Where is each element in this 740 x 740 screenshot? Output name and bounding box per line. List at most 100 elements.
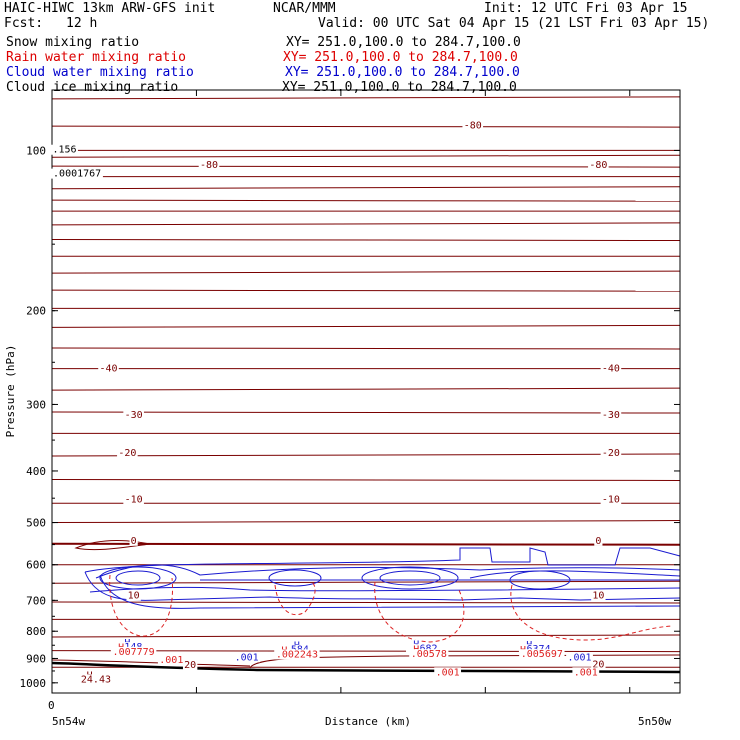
temperature-label: 0 <box>131 536 137 547</box>
temperature-label-bg <box>600 409 622 420</box>
temperature-label: -80 <box>464 121 482 132</box>
rain-water-label-bg <box>519 649 565 660</box>
x-axis-title: Distance (km) <box>325 715 411 728</box>
temperature-label: 10 <box>128 591 140 602</box>
cloud-contour-inner-1 <box>95 564 681 579</box>
temperature-contours <box>51 96 681 668</box>
rain-contour-4 <box>510 584 673 641</box>
temperature-label-bg <box>600 363 622 374</box>
temperature-label: -40 <box>602 363 620 374</box>
y-axis-title: Pressure (hPa) <box>4 345 17 438</box>
pressure-tick-label: 800 <box>26 625 46 638</box>
isotherm-line <box>51 125 681 128</box>
valid-time: Valid: 00 UTC Sat 04 Apr 15 (21 LST Fri … <box>318 16 710 31</box>
pressure-tick-label: 500 <box>26 517 46 530</box>
isotherm-line <box>51 411 681 414</box>
temperature-label-bg <box>98 363 119 374</box>
isotherm-line <box>51 634 681 638</box>
rain-water-label: .002243 <box>276 649 318 660</box>
extremum-label-bg <box>51 144 78 155</box>
org-label: NCAR/MMM <box>273 1 336 16</box>
isotherm-line <box>51 520 681 524</box>
plot-axes <box>51 89 681 694</box>
x-origin-label: 0 <box>48 699 55 712</box>
temperature-label-bg <box>198 160 220 171</box>
temperature-label-bg <box>591 659 606 670</box>
cloud-max-1b <box>115 570 161 586</box>
cloud-contour-base <box>84 571 681 601</box>
temperature-24-contour <box>51 659 251 667</box>
isotherm-line <box>51 199 681 202</box>
temperature-label: -10 <box>602 494 620 505</box>
temperature-label-bg <box>126 590 141 601</box>
temperature-label: -80 <box>589 160 607 171</box>
isotherm-line <box>51 222 681 226</box>
cloud-water-label-bg <box>233 652 261 663</box>
cloud-max-2 <box>268 569 322 587</box>
rain-water-label: .005697 <box>521 649 563 660</box>
temperature-label: -20 <box>602 448 620 459</box>
temperature-label-bg <box>600 448 622 459</box>
temperature-label-bg <box>462 120 484 131</box>
temperature-label: 10 <box>592 591 604 602</box>
temperature-label: 0 <box>595 536 601 547</box>
cloud-contour-outer <box>84 547 681 573</box>
temperature-label: -40 <box>99 363 117 374</box>
temperature-label-bg <box>123 494 144 505</box>
temperature-label: -10 <box>125 494 143 505</box>
temperature-label-bg <box>129 535 138 546</box>
extremum-label: .156 <box>53 145 77 156</box>
rain-water-label: .001 <box>159 655 183 666</box>
isotherm-line <box>51 289 681 292</box>
rain-water-label: .001 <box>574 667 598 678</box>
distance-axis <box>195 90 631 693</box>
plot-frame <box>51 89 681 694</box>
temperature-label-bg <box>591 590 606 601</box>
temperature-label-bg <box>588 160 609 171</box>
fcst-label: Fcst: <box>4 16 44 31</box>
isotherm-line <box>51 154 681 158</box>
isotherm-loop <box>74 540 151 551</box>
field-cloudwater-name: Cloud water mixing ratio <box>6 65 194 80</box>
isotherm-line <box>51 96 681 100</box>
isotherm-line <box>51 601 681 604</box>
field-cloudwater-range: XY= 251.0,100.0 to 284.7,100.0 <box>285 65 520 80</box>
rain-water-label-bg <box>157 655 185 666</box>
isotherm-line <box>51 387 681 391</box>
rain-water-label: .007779 <box>113 647 155 658</box>
pressure-tick-label: 700 <box>26 594 46 607</box>
isotherm-line <box>51 453 681 457</box>
temperature-label: -30 <box>125 410 143 421</box>
rain-water-label-bg <box>110 646 157 657</box>
isotherm-line <box>51 650 681 653</box>
temperature-label-bg <box>594 535 603 546</box>
cloud-max-3 <box>361 566 459 590</box>
x-end-label: 5n50w <box>638 715 671 728</box>
isotherm-line <box>51 347 681 350</box>
x-start-label: 5n54w <box>52 715 85 728</box>
rain-water-label: .00578 <box>411 649 447 660</box>
pressure-tick-label: 100 <box>26 144 46 157</box>
rain-water-label-bg <box>409 649 449 660</box>
field-snow-range: XY= 251.0,100.0 to 284.7,100.0 <box>286 35 521 50</box>
isotherm-line <box>51 186 681 190</box>
pressure-tick-label: 200 <box>26 305 46 318</box>
rain-water-label: .001 <box>436 667 460 678</box>
cloud-water-label: .001 <box>567 652 591 663</box>
extremum-label: 24.43 <box>81 674 111 685</box>
pressure-tick-label: 1000 <box>20 677 47 690</box>
pressure-tick-label: 400 <box>26 465 46 478</box>
temperature-label-bg <box>117 448 138 459</box>
field-rain-name: Rain water mixing ratio <box>6 50 187 65</box>
temperature-label-bg <box>123 409 144 420</box>
isotherm-line <box>51 270 681 274</box>
cloud-max-4 <box>509 570 571 590</box>
model-title: HAIC-HIWC 13km ARW-GFS init <box>4 1 216 16</box>
isotherm-line <box>51 165 681 168</box>
isotherm-line <box>51 542 681 546</box>
field-cloudice-range: XY= 251.0,100.0 to 284.7,100.0 <box>282 80 517 95</box>
cloud-max-3b <box>379 570 441 586</box>
rain-water-label-bg <box>434 667 462 678</box>
cloud-contour-inner-4 <box>469 570 681 579</box>
